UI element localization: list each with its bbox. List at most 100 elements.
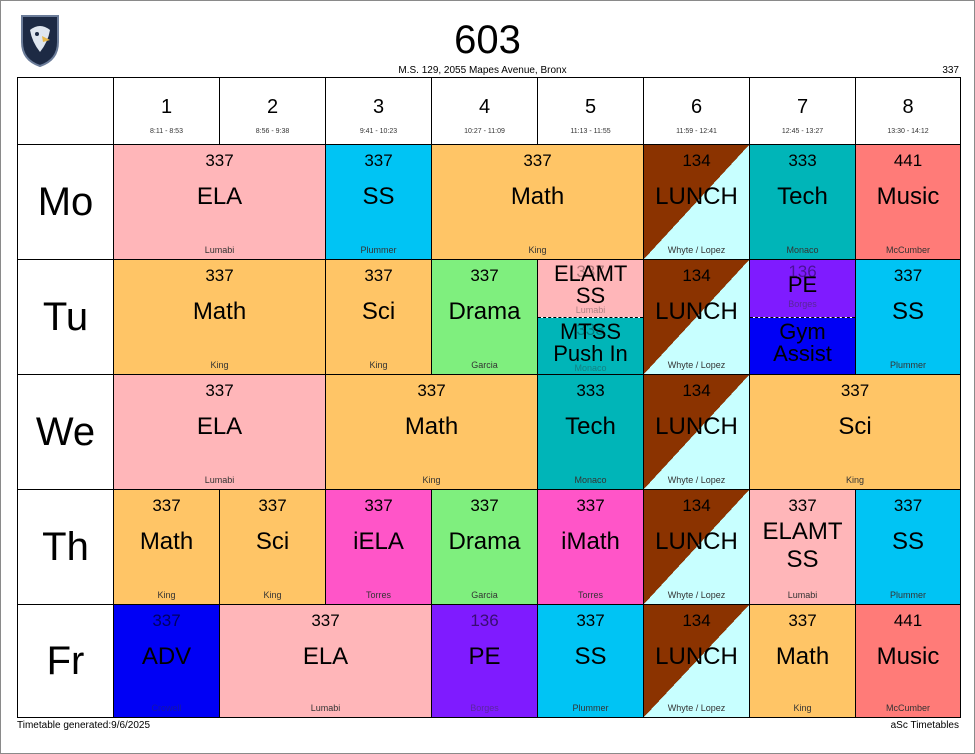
lesson-subject: Music [876, 643, 940, 670]
lesson-cell[interactable]: 337 ELA Lumabi [114, 145, 326, 260]
lesson-room: 134 [682, 266, 711, 285]
lesson-room: 337 [258, 496, 287, 515]
lesson-teacher: King [528, 245, 547, 255]
period-number: 4 [478, 96, 491, 118]
period-number: 6 [690, 96, 703, 118]
lesson-cell[interactable]: 337 Math King [114, 490, 220, 605]
lesson-room: 337 [788, 496, 817, 515]
lesson-room: 337 [576, 262, 605, 281]
lesson-teacher: Lumabi [204, 475, 235, 485]
lesson-teacher: Borges [788, 299, 817, 309]
corner-cell [18, 78, 114, 145]
lesson-room: 337 [205, 266, 234, 285]
period-header: 6 11:59 - 12:41 [644, 78, 750, 145]
lesson-subject: PE [787, 272, 818, 297]
lesson-teacher: King [793, 703, 812, 713]
lesson-subject: Sci [838, 413, 872, 440]
lesson-cell[interactable]: 441 Music McCumber [856, 145, 960, 260]
lesson-cell[interactable]: 337 iELA Torres [326, 490, 432, 605]
lesson-cell[interactable]: 337 ELA Lumabi [220, 605, 432, 717]
lesson-cell[interactable]: 337 SS Plummer [326, 145, 432, 260]
lesson-teacher: King [845, 475, 864, 485]
split-bottom[interactable]: Gym Assist [750, 318, 855, 374]
lesson-teacher: Torres [365, 590, 391, 600]
lesson-room: 134 [682, 381, 711, 400]
lesson-cell[interactable]: 337 Math King [114, 260, 326, 375]
period-header: 3 9:41 - 10:23 [326, 78, 432, 145]
lesson-room: 337 [205, 381, 234, 400]
lesson-room: 337 [893, 496, 923, 515]
lesson-cell[interactable]: 337 iMath Torres [538, 490, 644, 605]
period-time: 13:30 - 14:12 [887, 128, 929, 135]
lesson-subject: iELA [353, 528, 404, 555]
lesson-teacher: Whyte / Lopez [667, 475, 726, 485]
lesson-cell[interactable]: 337 SS Plummer [856, 260, 960, 375]
lesson-cell[interactable]: 333 Tech Monaco [750, 145, 856, 260]
split-divider [538, 317, 643, 318]
period-number: 2 [266, 96, 279, 118]
lesson-subject: LUNCH [655, 183, 738, 210]
split-lesson-cell[interactable]: 136 PE Borges Gym Assist [750, 260, 856, 375]
lesson-room: 337 [417, 381, 446, 400]
lesson-cell[interactable]: 441 Music McCumber [856, 605, 960, 717]
lesson-subject: ELA [196, 183, 243, 210]
lesson-cell[interactable]: 337 Sci King [326, 260, 432, 375]
lesson-cell[interactable]: 136 PE Borges [432, 605, 538, 717]
lesson-room: 136 [470, 611, 499, 630]
period-header: 2 8:56 - 9:38 [220, 78, 326, 145]
lesson-teacher: Monaco [574, 363, 607, 373]
lesson-subject: ELA [302, 643, 349, 670]
lesson-subject: LUNCH [655, 413, 738, 440]
period-number: 7 [796, 96, 809, 118]
period-time: 8:56 - 9:38 [255, 128, 290, 135]
split-top[interactable]: 136 PE Borges [750, 260, 855, 317]
lesson-cell[interactable]: 337 Math King [750, 605, 856, 717]
lunch-cell[interactable]: 134 LUNCH Whyte / Lopez [644, 605, 750, 717]
lesson-subject: Math [404, 413, 459, 440]
period-header: 7 12:45 - 13:27 [750, 78, 856, 145]
lesson-subject: LUNCH [655, 643, 738, 670]
lesson-cell[interactable]: 337 ELA Lumabi [114, 375, 326, 490]
period-time: 10:27 - 11:09 [464, 128, 505, 135]
lesson-subject: Tech [777, 183, 828, 210]
lesson-room: 337 [893, 266, 923, 285]
day-label-fr: Fr [18, 605, 114, 717]
lesson-subject: Math [775, 643, 830, 670]
lesson-subject: Tech [565, 413, 616, 440]
lesson-cell[interactable]: 337 Math King [432, 145, 644, 260]
lesson-subject: LUNCH [655, 528, 738, 555]
lesson-cell[interactable]: 337 SS Plummer [856, 490, 960, 605]
lesson-cell[interactable]: 337 Sci King [220, 490, 326, 605]
lesson-cell[interactable]: 337 Sci King [750, 375, 960, 490]
lesson-room: 337 [523, 151, 552, 170]
lesson-teacher: Whyte / Lopez [667, 590, 726, 600]
lesson-teacher: Monaco [574, 475, 607, 485]
lesson-subject: ELAMT SS [554, 261, 628, 308]
lesson-cell[interactable]: 337 Drama Garcia [432, 490, 538, 605]
period-number: 8 [902, 96, 914, 118]
lesson-subject: Math [192, 298, 247, 325]
day-label-mo: Mo [18, 145, 114, 260]
lunch-cell[interactable]: 134 LUNCH Whyte / Lopez [644, 145, 750, 260]
lesson-room: 337 [576, 496, 605, 515]
lesson-cell[interactable]: 337 Math King [326, 375, 538, 490]
lesson-cell[interactable]: 337 Drama Garcia [432, 260, 538, 375]
lesson-subject: Sci [361, 298, 396, 325]
lesson-teacher: King [422, 475, 441, 485]
lesson-room: 134 [682, 496, 711, 515]
lunch-cell[interactable]: 134 LUNCH Whyte / Lopez [644, 375, 750, 490]
lesson-subject: SS [891, 298, 924, 325]
lesson-cell[interactable]: 333 Tech Monaco [538, 375, 644, 490]
period-number: 3 [372, 96, 385, 118]
split-lesson-cell[interactable]: 337 ELAMT SS Lumabi 333 MTSS Push In Mon… [538, 260, 644, 375]
lesson-teacher: Plummer [889, 360, 926, 370]
lunch-cell[interactable]: 134 LUNCH Whyte / Lopez [644, 490, 750, 605]
split-bottom[interactable]: 333 MTSS Push In Monaco [538, 318, 643, 374]
lesson-cell[interactable]: 337 ADV Crowell [114, 605, 220, 717]
lunch-cell[interactable]: 134 LUNCH Whyte / Lopez [644, 260, 750, 375]
split-top[interactable]: 337 ELAMT SS Lumabi [538, 260, 643, 317]
period-header: 8 13:30 - 14:12 [856, 78, 960, 145]
lesson-room: 333 [788, 151, 817, 170]
lesson-cell[interactable]: 337 SS Plummer [538, 605, 644, 717]
lesson-cell[interactable]: 337 ELAMT SS Lumabi [750, 490, 856, 605]
